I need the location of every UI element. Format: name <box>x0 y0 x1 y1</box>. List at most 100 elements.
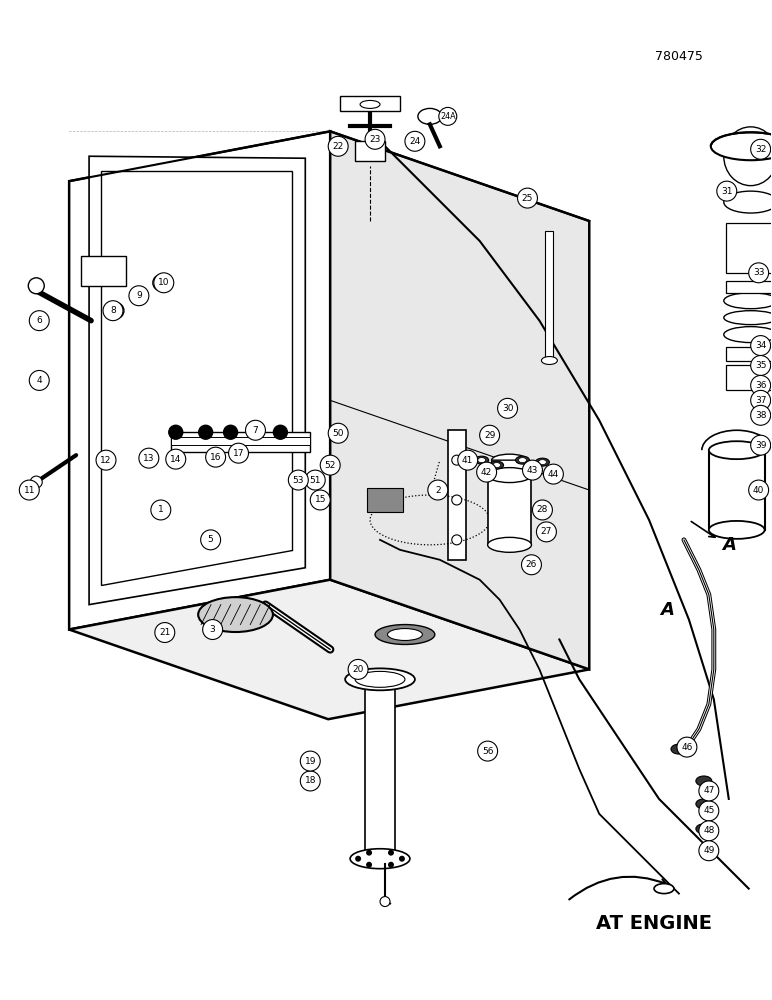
Circle shape <box>750 405 770 425</box>
Text: 11: 11 <box>23 486 35 495</box>
Circle shape <box>19 480 39 500</box>
Bar <box>365 679 395 859</box>
Text: 28: 28 <box>537 505 548 514</box>
Circle shape <box>498 398 517 418</box>
Text: 32: 32 <box>755 145 767 154</box>
Text: 31: 31 <box>721 187 733 196</box>
Circle shape <box>103 301 123 321</box>
Circle shape <box>677 737 697 757</box>
Text: 33: 33 <box>753 268 764 277</box>
Bar <box>546 231 554 361</box>
Text: 21: 21 <box>159 628 171 637</box>
Circle shape <box>380 897 390 907</box>
Circle shape <box>399 856 405 862</box>
Circle shape <box>452 535 462 545</box>
Ellipse shape <box>350 849 410 869</box>
Circle shape <box>537 522 557 542</box>
Ellipse shape <box>488 468 531 483</box>
Circle shape <box>533 500 553 520</box>
Text: 45: 45 <box>703 806 715 815</box>
Circle shape <box>229 443 249 463</box>
Bar <box>171 437 310 445</box>
Text: AT ENGINE: AT ENGINE <box>596 914 712 933</box>
Ellipse shape <box>388 629 422 640</box>
Circle shape <box>198 425 212 439</box>
Text: 49: 49 <box>703 846 715 855</box>
Circle shape <box>96 450 116 470</box>
Text: 7: 7 <box>252 426 259 435</box>
Circle shape <box>699 821 719 841</box>
Text: 13: 13 <box>143 454 154 463</box>
Text: 37: 37 <box>755 396 767 405</box>
Ellipse shape <box>724 327 772 343</box>
Circle shape <box>479 425 499 445</box>
Ellipse shape <box>493 463 500 468</box>
Circle shape <box>522 555 541 575</box>
Ellipse shape <box>375 625 435 644</box>
Circle shape <box>328 423 348 443</box>
Bar <box>488 475 531 545</box>
Circle shape <box>717 181 736 201</box>
Circle shape <box>30 476 42 488</box>
Circle shape <box>166 449 186 469</box>
Wedge shape <box>492 460 527 478</box>
Text: 51: 51 <box>310 476 321 485</box>
Text: 4: 4 <box>36 376 42 385</box>
Ellipse shape <box>536 458 550 466</box>
Circle shape <box>750 336 770 356</box>
Ellipse shape <box>516 456 530 464</box>
Ellipse shape <box>519 458 527 463</box>
Circle shape <box>750 375 770 395</box>
Circle shape <box>153 275 169 291</box>
Text: 6: 6 <box>36 316 42 325</box>
Circle shape <box>699 841 719 861</box>
Ellipse shape <box>696 824 712 834</box>
Text: 10: 10 <box>158 278 170 287</box>
Text: 24A: 24A <box>440 112 455 121</box>
Text: 41: 41 <box>462 456 473 465</box>
Circle shape <box>29 370 49 390</box>
Text: 19: 19 <box>304 757 316 766</box>
Ellipse shape <box>355 671 405 687</box>
Bar <box>355 141 385 161</box>
Circle shape <box>328 136 348 156</box>
Circle shape <box>205 447 225 467</box>
Circle shape <box>750 139 770 159</box>
Text: 30: 30 <box>502 404 513 413</box>
Text: 44: 44 <box>548 470 559 479</box>
Text: 25: 25 <box>522 194 533 203</box>
Text: 17: 17 <box>233 449 244 458</box>
Text: 40: 40 <box>753 486 764 495</box>
Circle shape <box>139 448 159 468</box>
Circle shape <box>517 188 537 208</box>
Circle shape <box>750 356 770 375</box>
Ellipse shape <box>345 668 415 690</box>
Text: 15: 15 <box>314 495 326 504</box>
Circle shape <box>108 303 124 319</box>
Circle shape <box>310 490 330 510</box>
Circle shape <box>366 850 372 856</box>
Ellipse shape <box>541 357 557 364</box>
Ellipse shape <box>671 744 687 754</box>
Circle shape <box>523 460 543 480</box>
Ellipse shape <box>696 776 712 786</box>
Text: 50: 50 <box>333 429 344 438</box>
Circle shape <box>438 107 457 125</box>
Text: A: A <box>722 536 736 554</box>
Text: 29: 29 <box>484 431 496 440</box>
Ellipse shape <box>478 458 486 463</box>
Bar <box>448 430 466 560</box>
Circle shape <box>249 425 262 439</box>
Text: 26: 26 <box>526 560 537 569</box>
Text: 18: 18 <box>304 776 316 785</box>
Text: 36: 36 <box>755 381 767 390</box>
Circle shape <box>388 850 394 856</box>
Text: 8: 8 <box>110 306 116 315</box>
Circle shape <box>131 288 147 304</box>
Circle shape <box>169 425 183 439</box>
Circle shape <box>749 263 769 283</box>
Circle shape <box>365 129 385 149</box>
Ellipse shape <box>711 132 772 160</box>
Circle shape <box>129 286 149 306</box>
Bar <box>726 223 772 273</box>
